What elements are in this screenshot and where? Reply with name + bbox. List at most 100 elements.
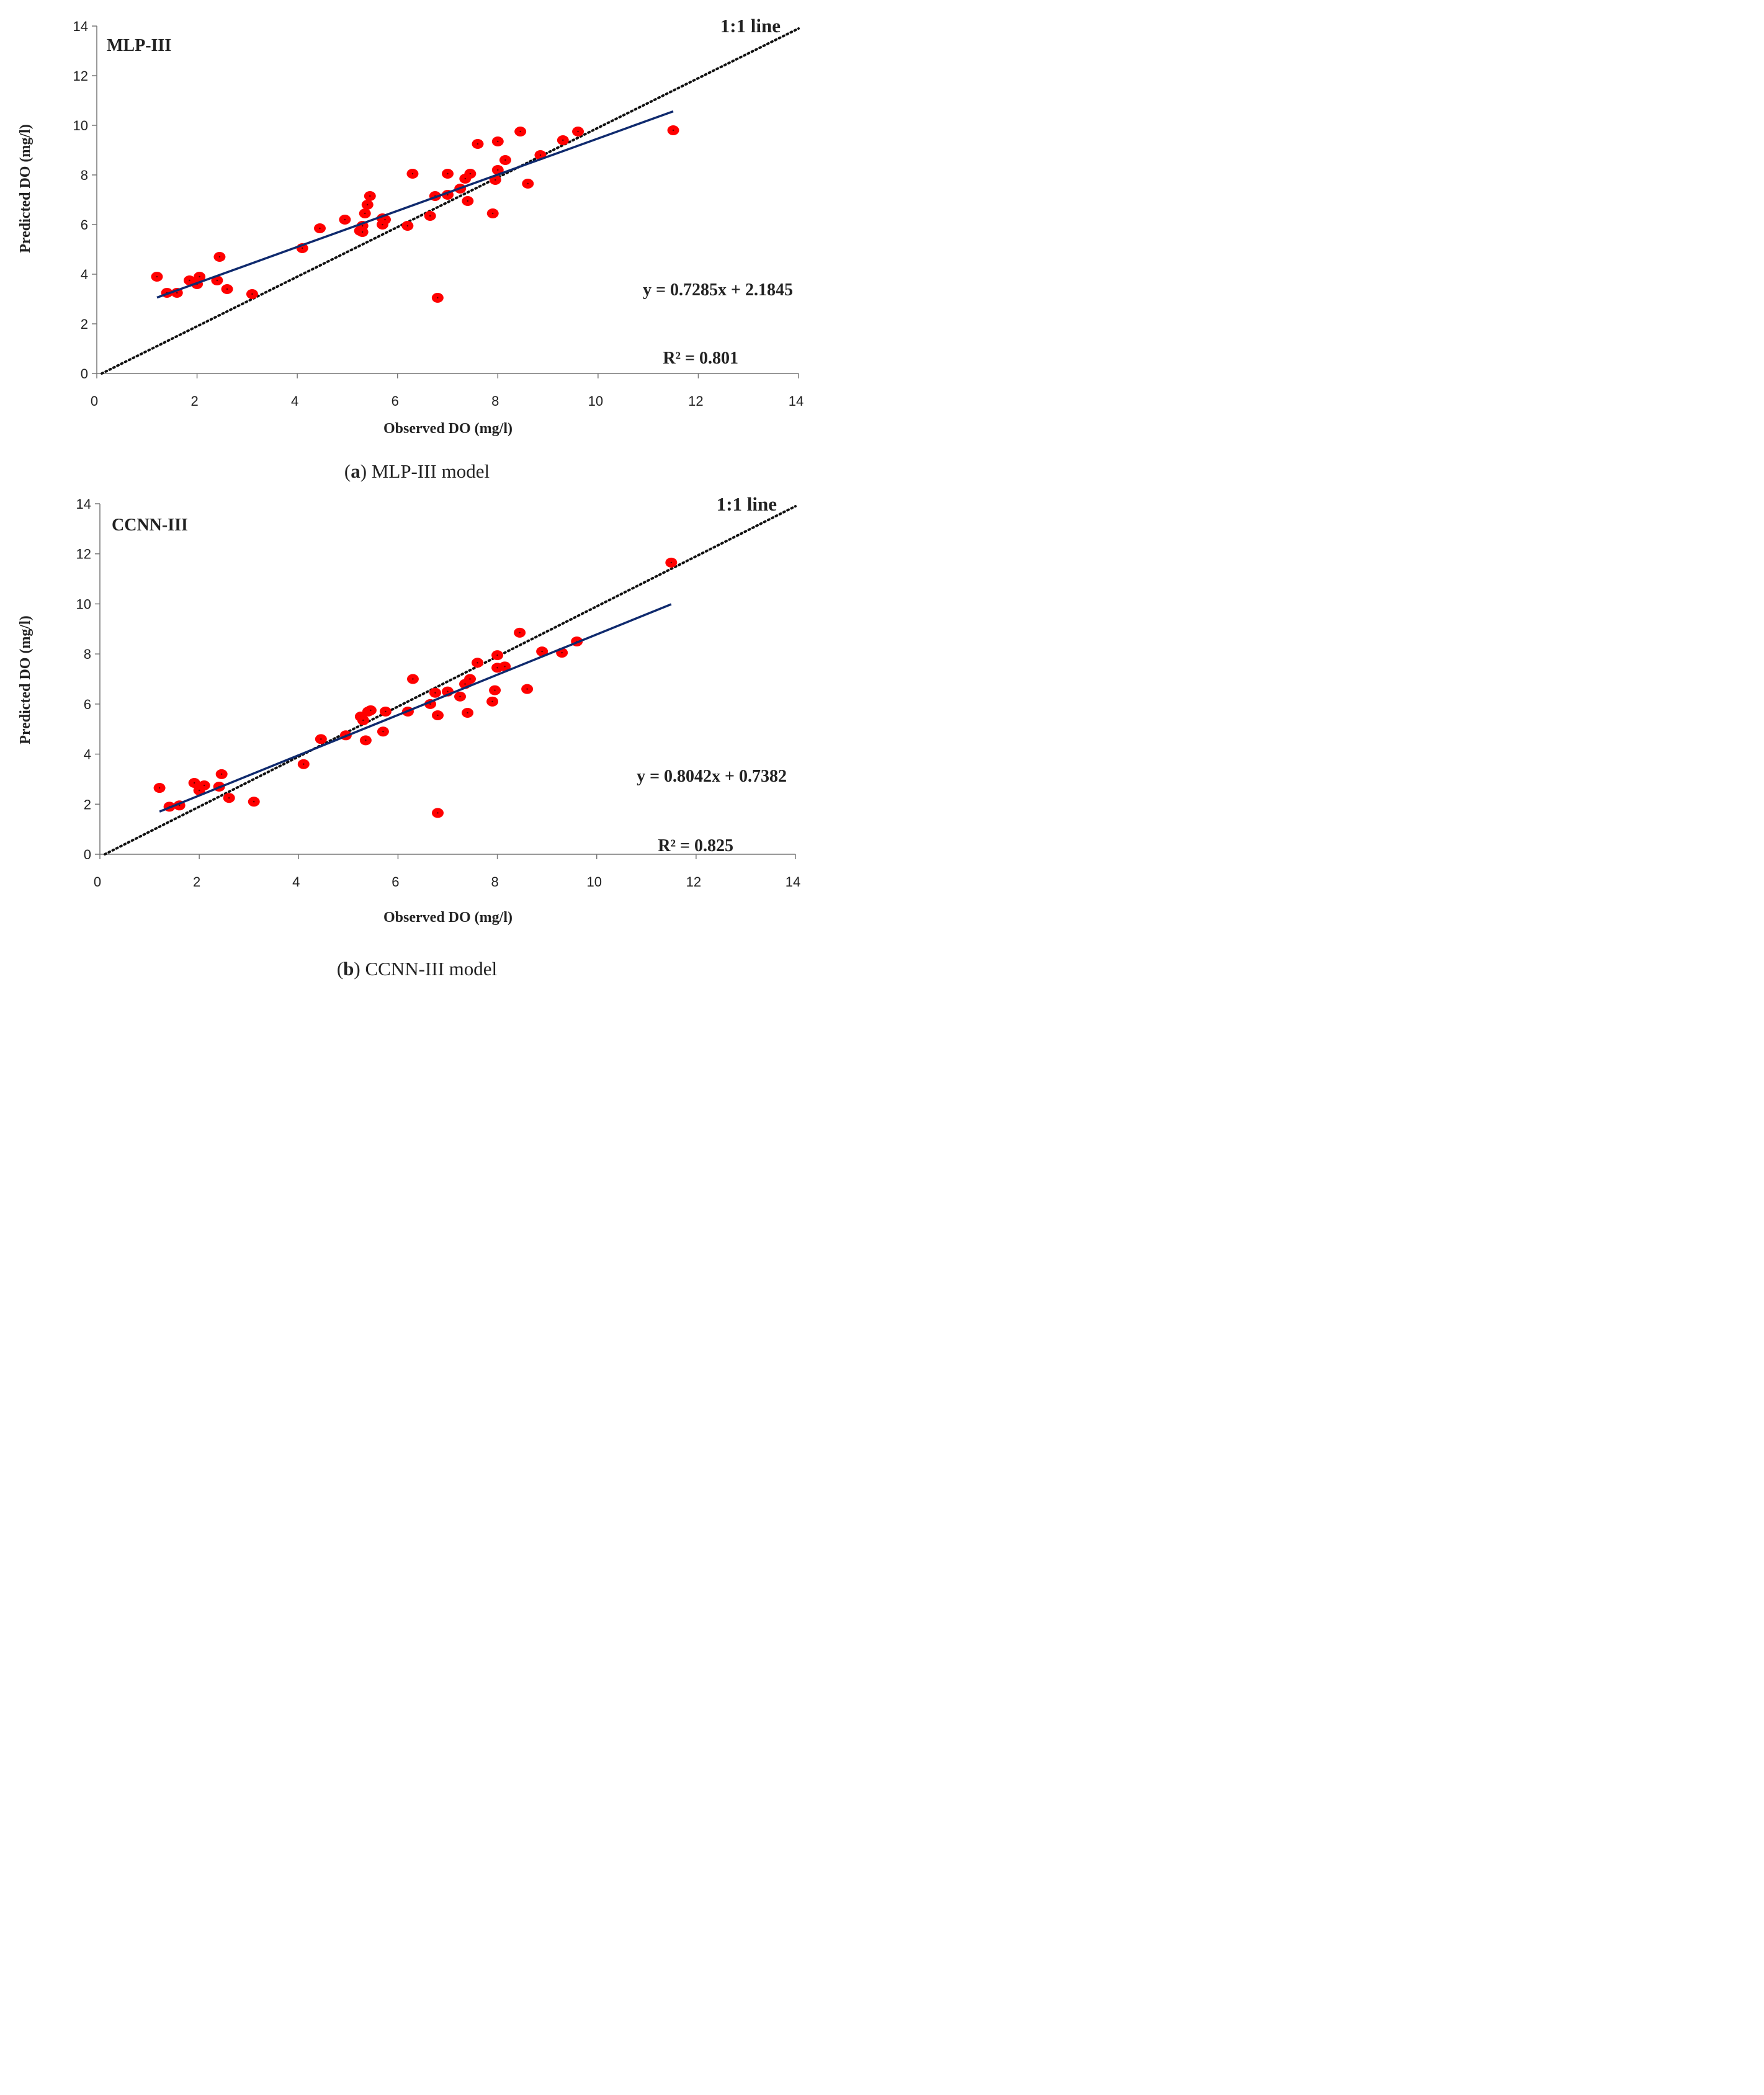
- data-point-center: [429, 703, 431, 705]
- x-tick-label: 8: [491, 874, 498, 890]
- data-point-center: [561, 651, 563, 654]
- reference-line-label: 1:1 line: [720, 15, 781, 37]
- data-point-center: [491, 700, 493, 703]
- caption-a: (a) MLP-III model: [344, 460, 490, 482]
- x-tick-label: 12: [688, 393, 703, 409]
- regression-line: [159, 603, 672, 813]
- y-tick-label: 2: [81, 316, 88, 332]
- data-point-center: [469, 678, 471, 680]
- data-point-center: [504, 159, 506, 161]
- data-point-center: [670, 561, 673, 564]
- y-axis-title: Predicted DO (mg/l): [17, 615, 34, 744]
- data-point-center: [228, 797, 230, 799]
- y-tick-label: 14: [73, 19, 88, 34]
- data-point-center: [562, 139, 564, 141]
- data-point-center: [365, 739, 367, 741]
- x-tick-label: 6: [392, 393, 399, 409]
- data-point-center: [467, 200, 469, 202]
- x-tick-label: 6: [392, 874, 399, 890]
- y-tick-label: 14: [76, 496, 91, 512]
- data-point-center: [364, 212, 366, 215]
- panel-ccnn-iii: Predicted DO (mg/l) Observed DO (mg/l) C…: [17, 493, 800, 926]
- data-point-center: [361, 231, 364, 233]
- data-point-center: [385, 710, 387, 713]
- data-point-center: [447, 172, 449, 175]
- y-axis-title: Predicted DO (mg/l): [17, 124, 34, 253]
- regression-equation: y = 0.7285x + 2.1845: [643, 280, 793, 300]
- caption-letter: a: [351, 460, 360, 482]
- data-point-center: [319, 227, 321, 230]
- caption-text: CCNN-III model: [365, 958, 498, 980]
- data-point-center: [226, 288, 228, 290]
- data-point-center: [382, 731, 384, 733]
- data-point-center: [411, 172, 414, 175]
- data-point-center: [497, 140, 499, 143]
- data-point-center: [494, 689, 496, 691]
- data-point-center: [477, 662, 478, 664]
- data-point-center: [464, 177, 466, 180]
- data-point-center: [447, 194, 449, 196]
- data-point-center: [412, 678, 414, 680]
- data-point-center: [519, 130, 521, 133]
- x-tick-label: 0: [94, 874, 101, 890]
- data-point-center: [437, 714, 439, 717]
- x-tick-label: 4: [292, 874, 300, 890]
- y-tick-label: 10: [76, 596, 91, 612]
- x-tick-label: 10: [586, 874, 601, 890]
- data-point-center: [218, 256, 221, 258]
- data-point-center: [577, 130, 579, 133]
- x-tick-label: 14: [786, 874, 800, 890]
- data-point-center: [176, 292, 178, 294]
- y-tick-label: 12: [73, 68, 88, 84]
- reference-line-1-1: [104, 505, 797, 855]
- data-point-center: [193, 782, 195, 784]
- y-axis-title-text: Predicted DO (mg/l): [17, 124, 34, 253]
- data-point-center: [459, 695, 461, 697]
- data-point-center: [189, 279, 190, 282]
- data-point-center: [303, 763, 305, 765]
- y-tick-label: 8: [81, 168, 88, 183]
- data-point-center: [429, 215, 431, 217]
- data-point-center: [251, 293, 253, 295]
- r-squared-label: R² = 0.801: [663, 349, 738, 368]
- y-tick-label: 4: [81, 267, 88, 282]
- data-point-center: [477, 143, 479, 145]
- y-axis-title-text: Predicted DO (mg/l): [17, 615, 34, 744]
- data-point-center: [526, 688, 528, 690]
- data-point-center: [220, 773, 223, 775]
- data-point-center: [497, 169, 499, 171]
- figure: Predicted DO (mg/l) Observed DO (mg/l) M…: [17, 15, 804, 980]
- data-point-center: [199, 275, 200, 278]
- data-point-center: [519, 632, 521, 634]
- y-tick-label: 8: [84, 646, 91, 662]
- data-point-center: [539, 154, 542, 156]
- data-point-center: [369, 195, 371, 197]
- data-point-center: [320, 738, 322, 740]
- x-tick-label: 8: [491, 393, 499, 409]
- y-tick-label: 4: [84, 747, 91, 762]
- y-tick-label: 2: [84, 797, 91, 812]
- reference-line-label: 1:1 line: [717, 493, 777, 515]
- x-tick-label: 2: [190, 393, 198, 409]
- data-point-center: [541, 650, 543, 653]
- data-point-center: [178, 805, 181, 806]
- x-tick-label: 0: [91, 393, 98, 409]
- data-point-center: [467, 712, 468, 714]
- x-tick-label: 12: [686, 874, 701, 890]
- data-point-center: [496, 667, 498, 669]
- data-point-center: [437, 812, 439, 814]
- data-point-center: [203, 784, 205, 787]
- caption-text: MLP-III model: [372, 460, 490, 482]
- plot-area: 0 2 4 6 8 10 12 14 0 2 4 6 8 10 12 14: [76, 496, 801, 890]
- data-point-center: [504, 666, 506, 668]
- y-tick-label: 6: [84, 697, 91, 712]
- data-point-center: [464, 683, 466, 685]
- panel-mlp-iii: Predicted DO (mg/l) Observed DO (mg/l) M…: [17, 15, 804, 437]
- x-tick-label: 10: [588, 393, 603, 409]
- x-tick-label: 4: [291, 393, 298, 409]
- data-point-center: [156, 275, 158, 278]
- data-point-center: [367, 203, 369, 206]
- y-tick-label: 12: [76, 547, 91, 562]
- y-tick-label: 0: [81, 366, 88, 382]
- data-point-center: [361, 225, 364, 227]
